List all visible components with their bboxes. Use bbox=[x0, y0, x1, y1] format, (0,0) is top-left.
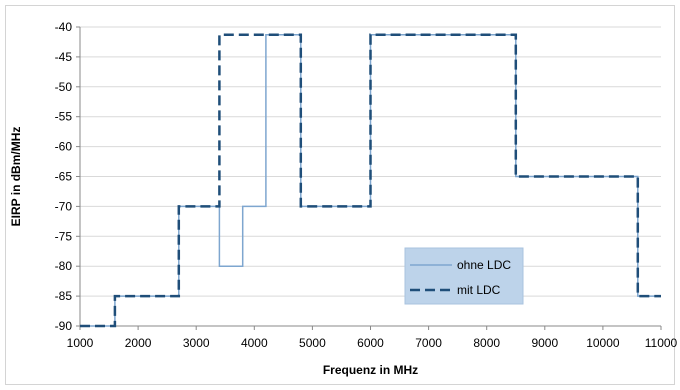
x-tick-label: 7000 bbox=[415, 336, 442, 350]
y-tick-label: -60 bbox=[55, 140, 73, 154]
y-tick-label: -90 bbox=[55, 319, 73, 333]
x-tick-label: 3000 bbox=[183, 336, 210, 350]
series-lines bbox=[80, 33, 661, 328]
legend-label-ohne-ldc: ohne LDC bbox=[457, 258, 511, 272]
y-tick-labels: -40 -45 -50 -55 -60 -65 -70 -75 -80 -85 -90 bbox=[55, 20, 73, 333]
legend-box bbox=[404, 247, 524, 305]
y-tick-label: -40 bbox=[55, 20, 73, 34]
x-tick-label: 11000 bbox=[645, 336, 678, 350]
chart-area bbox=[5, 5, 675, 385]
x-axis-title: Frequenz in MHz bbox=[323, 363, 418, 377]
x-tick-label: 6000 bbox=[357, 336, 384, 350]
legend: ohne LDC mit LDC bbox=[404, 247, 524, 305]
x-tick-label: 2000 bbox=[125, 336, 152, 350]
y-tick-label: -80 bbox=[55, 259, 73, 273]
axes bbox=[76, 26, 662, 330]
x-tick-labels: 1000 2000 3000 4000 5000 6000 7000 8000 9000 1000… bbox=[67, 336, 678, 350]
x-tick-label: 8000 bbox=[473, 336, 500, 350]
y-tick-label: -65 bbox=[55, 170, 73, 184]
x-tick-label: 5000 bbox=[299, 336, 326, 350]
y-tick-label: -45 bbox=[55, 50, 73, 64]
x-tick-label: 4000 bbox=[241, 336, 268, 350]
y-tick-label: -55 bbox=[55, 110, 73, 124]
x-tick-label: 9000 bbox=[531, 336, 558, 350]
x-tick-label: 1000 bbox=[67, 336, 94, 350]
series-line-mit-ldc bbox=[80, 33, 661, 328]
legend-label-mit-ldc: mit LDC bbox=[457, 283, 501, 297]
series-line-ohne-ldc bbox=[80, 34, 661, 327]
y-tick-label: -75 bbox=[55, 229, 73, 243]
x-tick-label: 10000 bbox=[586, 336, 620, 350]
y-tick-label: -70 bbox=[55, 199, 73, 213]
y-tick-label: -50 bbox=[55, 80, 73, 94]
y-axis-title: EIRP in dBm/MHz bbox=[9, 127, 23, 227]
y-tick-label: -85 bbox=[55, 289, 73, 303]
